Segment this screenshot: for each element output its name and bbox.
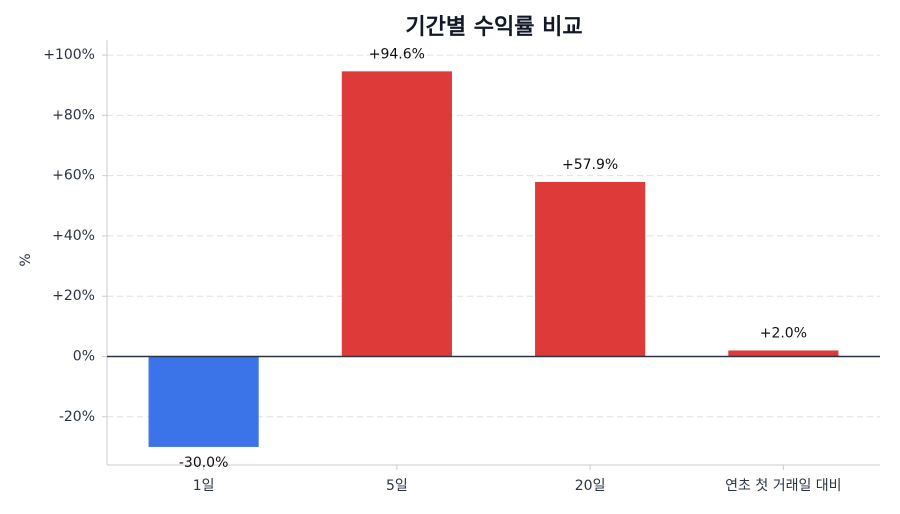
chart-title: 기간별 수익률 비교 bbox=[405, 15, 582, 40]
y-tick-label: -20% bbox=[59, 409, 95, 425]
x-tick-label: 5일 bbox=[386, 478, 408, 494]
y-tick-label: 0% bbox=[73, 348, 95, 364]
x-tick-label: 20일 bbox=[575, 478, 606, 494]
y-axis-label: % bbox=[18, 253, 34, 266]
bar bbox=[148, 356, 259, 447]
x-tick-label: 연초 첫 거래일 대비 bbox=[725, 478, 841, 494]
value-label: +94.6% bbox=[369, 46, 425, 62]
bar bbox=[728, 350, 839, 357]
x-tick-label: 1일 bbox=[193, 478, 215, 494]
value-label: -30.0% bbox=[179, 455, 229, 471]
y-tick-label: +100% bbox=[43, 47, 95, 63]
value-label: +57.9% bbox=[562, 157, 618, 173]
bar bbox=[341, 71, 452, 357]
bar bbox=[535, 181, 646, 357]
y-tick-label: +80% bbox=[52, 107, 95, 123]
y-tick-label: +60% bbox=[52, 168, 95, 184]
y-tick-label: +40% bbox=[52, 228, 95, 244]
y-tick-label: +20% bbox=[52, 288, 95, 304]
value-label: +2.0% bbox=[760, 325, 807, 341]
